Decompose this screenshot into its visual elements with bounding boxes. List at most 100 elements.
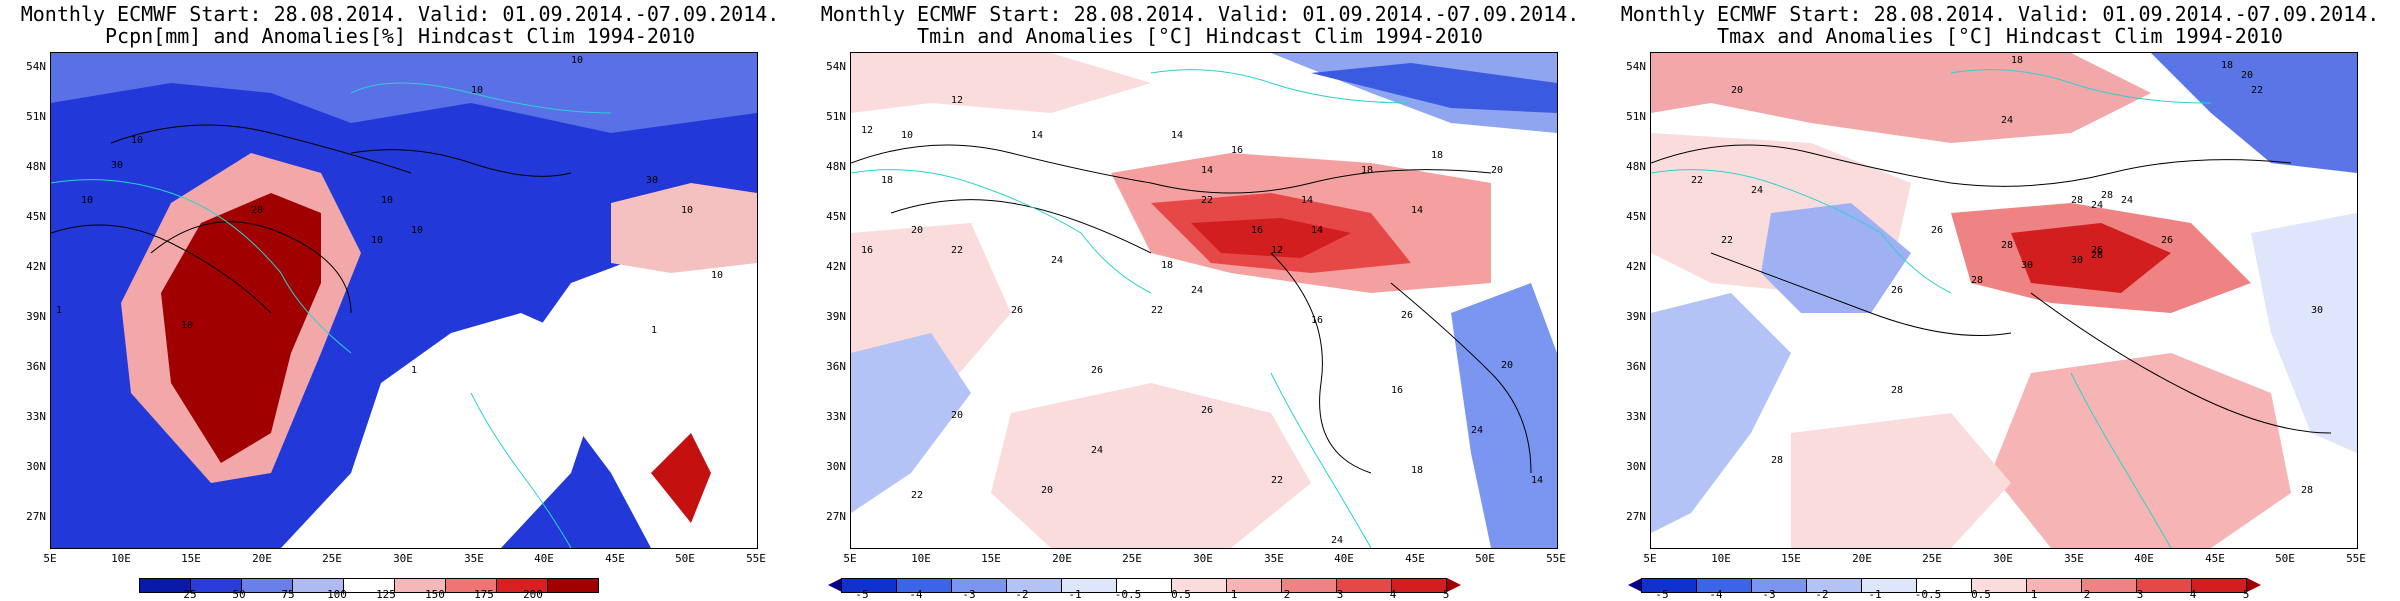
colorbar-segment xyxy=(2191,578,2247,593)
lat-label: 39N xyxy=(26,310,46,323)
colorbar xyxy=(828,578,1461,593)
lat-label: 36N xyxy=(826,360,846,373)
colorbar-label: 150 xyxy=(425,588,445,601)
contour-label: 26 xyxy=(1401,310,1413,321)
colorbar-label: -5 xyxy=(1655,588,1669,601)
colorbar-label: 5 xyxy=(1442,588,1450,601)
lon-label: 15E xyxy=(181,552,201,565)
colorbar xyxy=(139,578,599,593)
lon-label: 20E xyxy=(1052,552,1072,565)
colorbar-label: 4 xyxy=(2189,588,2197,601)
contour-label: 28 xyxy=(1771,455,1783,466)
lon-label: 45E xyxy=(605,552,625,565)
colorbar-label: 0.5 xyxy=(1171,588,1191,601)
contour-label: 24 xyxy=(2121,195,2133,206)
contour-label: 30 xyxy=(2311,305,2323,316)
lon-label: 50E xyxy=(675,552,695,565)
colorbar-label: -0.5 xyxy=(1114,588,1142,601)
lat-label: 45N xyxy=(1626,210,1646,223)
contour-label: 20 xyxy=(2241,70,2253,81)
precip-map: 10 10 10 10 30 20 10 10 30 10 10 1 1 1 1… xyxy=(50,52,758,549)
lon-label: 20E xyxy=(1852,552,1872,565)
contour-label: 22 xyxy=(951,245,963,256)
contour-label: 20 xyxy=(1731,85,1743,96)
precip-panel: Monthly ECMWF Start: 28.08.2014. Valid: … xyxy=(0,0,800,601)
contour-label: 22 xyxy=(2251,85,2263,96)
contour-label: 10 xyxy=(181,320,193,331)
contour-label: 14 xyxy=(1531,475,1543,486)
lon-label: 15E xyxy=(981,552,1001,565)
colorbar-label: -2 xyxy=(1015,588,1029,601)
contour-label: 14 xyxy=(1301,195,1313,206)
lat-label: 42N xyxy=(1626,260,1646,273)
colorbar-max-triangle xyxy=(1447,578,1461,592)
colorbar-label: 2 xyxy=(1283,588,1291,601)
contour-label: 28 xyxy=(1971,275,1983,286)
contour-label: 24 xyxy=(2001,115,2013,126)
contour-label: 30 xyxy=(2071,255,2083,266)
colorbar-label: -0.5 xyxy=(1914,588,1942,601)
lat-label: 33N xyxy=(826,410,846,423)
contour-label: 10 xyxy=(411,225,423,236)
colorbar-label: 5 xyxy=(2242,588,2250,601)
lat-label: 48N xyxy=(26,160,46,173)
lat-label: 33N xyxy=(26,410,46,423)
colorbar xyxy=(1628,578,2261,593)
contour-label: 1 xyxy=(651,325,657,336)
colorbar-max-triangle xyxy=(2247,578,2261,592)
contour-label: 26 xyxy=(1091,365,1103,376)
contour-label: 18 xyxy=(2221,60,2233,71)
contour-label: 10 xyxy=(711,270,723,281)
lon-label: 20E xyxy=(252,552,272,565)
contour-label: 18 xyxy=(881,175,893,186)
lat-label: 39N xyxy=(826,310,846,323)
lat-label: 54N xyxy=(1626,60,1646,73)
lon-label: 55E xyxy=(1546,552,1566,565)
contour-label: 18 xyxy=(1161,260,1173,271)
contour-label: 10 xyxy=(81,195,93,206)
lon-label: 40E xyxy=(1334,552,1354,565)
lat-label: 27N xyxy=(26,510,46,523)
lon-label: 35E xyxy=(1264,552,1284,565)
panel-title-line2: Tmin and Anomalies [°C] Hindcast Clim 19… xyxy=(917,24,1483,48)
contour-label: 30 xyxy=(111,160,123,171)
contour-label: 28 xyxy=(2301,485,2313,496)
colorbar-label: -4 xyxy=(1709,588,1723,601)
colorbar-label: 125 xyxy=(376,588,396,601)
contour-label: 28 xyxy=(1891,385,1903,396)
contour-label: 18 xyxy=(1411,465,1423,476)
contour-label: 24 xyxy=(2091,200,2103,211)
contour-label: 20 xyxy=(911,225,923,236)
contour-label: 10 xyxy=(381,195,393,206)
contour-label: 16 xyxy=(1391,385,1403,396)
lon-label: 5E xyxy=(43,552,57,565)
colorbar-label: -3 xyxy=(962,588,976,601)
lon-label: 40E xyxy=(534,552,554,565)
lon-label: 25E xyxy=(322,552,342,565)
contour-label: 16 xyxy=(861,245,873,256)
lat-label: 42N xyxy=(26,260,46,273)
colorbar-label: 1 xyxy=(1230,588,1238,601)
contour-label: 20 xyxy=(1501,360,1513,371)
lat-label: 30N xyxy=(26,460,46,473)
lat-label: 30N xyxy=(826,460,846,473)
colorbar-label: 175 xyxy=(474,588,494,601)
contour-label: 18 xyxy=(1361,165,1373,176)
contour-label: 26 xyxy=(2091,245,2103,256)
lat-label: 54N xyxy=(826,60,846,73)
colorbar-min-triangle xyxy=(828,578,842,592)
tmin-map: 12 12 10 14 14 14 16 18 18 20 22 14 16 1… xyxy=(850,52,1558,549)
contour-label: 12 xyxy=(1271,245,1283,256)
lat-label: 36N xyxy=(1626,360,1646,373)
contour-label: 24 xyxy=(1191,285,1203,296)
lon-label: 5E xyxy=(843,552,857,565)
contour-label: 14 xyxy=(1031,130,1043,141)
lon-label: 25E xyxy=(1922,552,1942,565)
colorbar-segment xyxy=(547,578,599,593)
tmax-map: 18 18 20 20 22 24 22 24 26 28 22 24 28 2… xyxy=(1650,52,2358,549)
contour-label: 24 xyxy=(1051,255,1063,266)
contour-label: 26 xyxy=(1011,305,1023,316)
lon-label: 30E xyxy=(1993,552,2013,565)
lat-label: 36N xyxy=(26,360,46,373)
lon-label: 55E xyxy=(2346,552,2366,565)
